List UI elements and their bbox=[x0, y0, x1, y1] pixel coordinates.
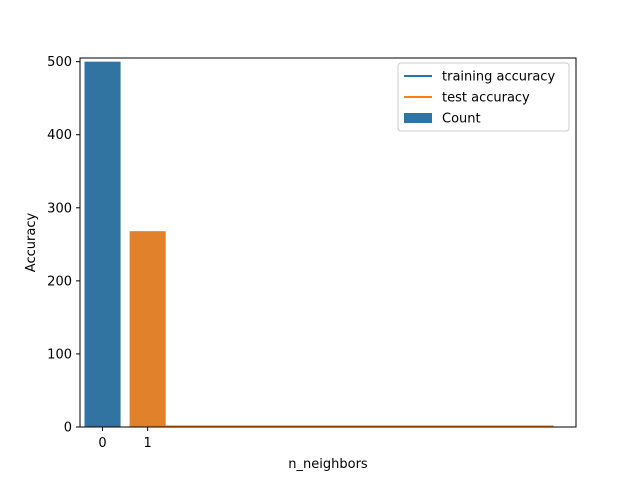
bar-1 bbox=[129, 231, 166, 427]
legend-label-test-accuracy: test accuracy bbox=[442, 91, 530, 106]
legend-label-training-accuracy: training accuracy bbox=[442, 70, 555, 85]
bar-0 bbox=[84, 61, 121, 427]
y-tick-label-100: 100 bbox=[47, 347, 72, 362]
y-tick-label-400: 400 bbox=[47, 128, 72, 143]
y-axis: 0 100 200 300 400 500 bbox=[47, 55, 80, 436]
y-tick-label-0: 0 bbox=[64, 421, 72, 436]
y-tick-label-300: 300 bbox=[47, 201, 72, 216]
legend: training accuracy test accuracy Count bbox=[397, 62, 570, 132]
x-axis-label: n_neighbors bbox=[288, 457, 368, 472]
legend-swatch-count bbox=[404, 113, 432, 123]
axes-frame bbox=[79, 57, 577, 428]
y-tick-label-500: 500 bbox=[47, 55, 72, 70]
y-axis-label: Accuracy bbox=[24, 213, 39, 273]
legend-box bbox=[397, 62, 570, 132]
y-tick-label-200: 200 bbox=[47, 274, 72, 289]
x-tick-label-0: 0 bbox=[98, 436, 106, 451]
bars-group bbox=[84, 61, 166, 427]
x-tick-label-1: 1 bbox=[143, 436, 151, 451]
legend-label-count: Count bbox=[442, 112, 481, 127]
